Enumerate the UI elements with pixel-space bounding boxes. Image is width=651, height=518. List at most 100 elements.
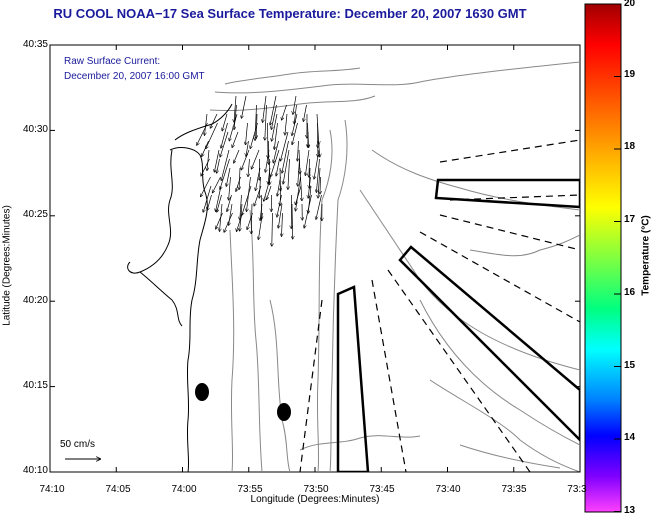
buoy-marker [195, 383, 209, 401]
current-vector [251, 203, 252, 234]
current-vector [227, 194, 232, 211]
current-vectors [197, 95, 322, 246]
current-vector [277, 176, 281, 196]
current-vector [265, 104, 267, 140]
scale-arrow-label: 50 cm/s [60, 439, 96, 450]
current-vector [217, 158, 220, 173]
current-vector [314, 149, 320, 179]
colorbar-tick-label: 16 [624, 287, 636, 298]
current-vector [272, 212, 273, 246]
current-vector [205, 113, 208, 135]
current-vector [201, 176, 211, 197]
current-vector [282, 104, 287, 120]
current-vector [254, 185, 262, 206]
current-vector [264, 176, 271, 201]
current-vector [292, 113, 298, 135]
colorbar-tick-label: 15 [624, 360, 636, 371]
current-vector [234, 104, 237, 129]
current-vector [217, 194, 222, 212]
current-vector [272, 113, 278, 141]
current-vector [316, 158, 320, 192]
x-axis-label: Longitude (Degrees:Minutes) [250, 494, 380, 505]
current-vector [271, 149, 280, 176]
current-vector [267, 185, 272, 199]
lon-tick-label: 73:50 [303, 484, 329, 495]
current-vector [216, 185, 222, 211]
plot-frame [49, 44, 581, 473]
current-vector [239, 167, 240, 189]
current-vector [292, 122, 298, 144]
current-vector [213, 176, 221, 193]
current-vector [234, 95, 237, 122]
current-vector [242, 95, 247, 118]
current-vector [221, 149, 230, 180]
current-vector [207, 149, 210, 170]
current-vector [265, 149, 270, 172]
current-vector [246, 122, 248, 145]
current-vector [281, 131, 289, 161]
current-vector [263, 95, 267, 122]
lon-tick-label: 74:10 [39, 484, 65, 495]
lat-tick-label: 40:10 [22, 465, 48, 476]
current-vector [299, 167, 302, 201]
colorbar-label: Temperature (°C) [640, 215, 651, 296]
current-vector [221, 122, 228, 148]
current-vector [201, 158, 210, 176]
current-label-line-1: Raw Surface Current: [64, 56, 161, 67]
lon-tick-label: 73:3 [567, 484, 587, 495]
current-vector [288, 158, 290, 189]
current-vector [216, 212, 223, 229]
current-vector [248, 158, 250, 176]
current-vector [274, 122, 278, 149]
current-vector [282, 140, 289, 173]
lon-tick-label: 73:55 [237, 484, 263, 495]
current-vector [305, 149, 310, 175]
current-vector [203, 185, 212, 212]
current-vector [294, 104, 297, 124]
current-vector [298, 158, 300, 186]
current-vector [278, 203, 283, 228]
colorbar-tick-label: 18 [624, 141, 636, 152]
current-vector [242, 185, 252, 215]
current-vector [241, 149, 250, 170]
colorbar-tick-label: 13 [624, 505, 636, 516]
colorbar-tick-label: 17 [624, 214, 636, 225]
lon-tick-label: 73:35 [501, 484, 527, 495]
colorbar-tick-label: 20 [624, 0, 636, 9]
current-vector [240, 194, 242, 220]
current-vector [236, 176, 241, 191]
current-vector [309, 158, 310, 177]
lon-tick-label: 73:45 [369, 484, 395, 495]
current-vector [252, 149, 260, 169]
current-vector [277, 194, 282, 217]
current-vector [202, 140, 209, 156]
current-vector [270, 95, 277, 125]
current-vector [210, 113, 218, 128]
current-vector [206, 122, 218, 148]
current-vector [229, 176, 231, 200]
colorbar-tick-label: 19 [624, 69, 636, 80]
lon-tick-label: 74:05 [105, 484, 131, 495]
lat-tick-label: 40:25 [22, 209, 48, 220]
current-vector [229, 113, 238, 141]
current-vector [232, 131, 239, 147]
colorbar-tick-label: 14 [624, 432, 636, 443]
lat-tick-label: 40:35 [22, 39, 48, 50]
current-vector [276, 158, 280, 176]
map-title: RU COOL NOAA−17 Sea Surface Temperature:… [53, 6, 527, 21]
current-vector [256, 167, 261, 190]
current-vector [214, 149, 220, 172]
current-vector [271, 104, 277, 129]
current-vector [297, 140, 298, 161]
current-vector [226, 167, 231, 186]
current-vector [320, 176, 321, 194]
lat-tick-label: 40:15 [22, 380, 48, 391]
current-vector [260, 203, 263, 220]
current-vector [220, 158, 230, 189]
current-vector [255, 104, 257, 140]
current-vector [207, 194, 212, 210]
current-vector [220, 131, 229, 157]
current-vector [295, 185, 302, 205]
lat-tick-label: 40:20 [22, 295, 48, 306]
